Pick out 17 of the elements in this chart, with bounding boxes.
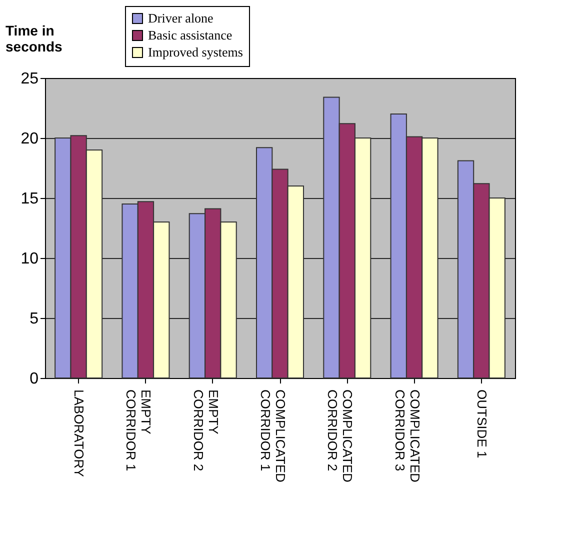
y-tick-label: 10 [20,250,39,268]
x-tick-label: COMPLICATED CORRIDOR 2 [325,390,356,482]
x-tick-label: EMPTY CORRIDOR 1 [124,390,154,472]
y-tick-label: 25 [20,70,39,88]
x-tick-label: COMPLICATED CORRIDOR 3 [392,390,422,482]
y-tick-label: 20 [20,130,39,148]
legend-label: Basic assistance [148,28,232,42]
y-tick-label: 15 [20,190,39,208]
y-axis-title: Time in seconds [6,22,63,54]
x-tick-label: COMPLICATED CORRIDOR 1 [258,390,288,482]
x-tick-label: LABORATORY [72,390,87,478]
x-tick-label: EMPTY CORRIDOR 2 [190,390,221,472]
legend-label: Improved systems [148,44,243,60]
y-tick-label: 5 [30,310,39,328]
x-tick-label: OUTSIDE 1 [474,390,490,458]
legend-label: Driver alone [148,10,214,26]
y-tick-label: 0 [30,370,39,388]
